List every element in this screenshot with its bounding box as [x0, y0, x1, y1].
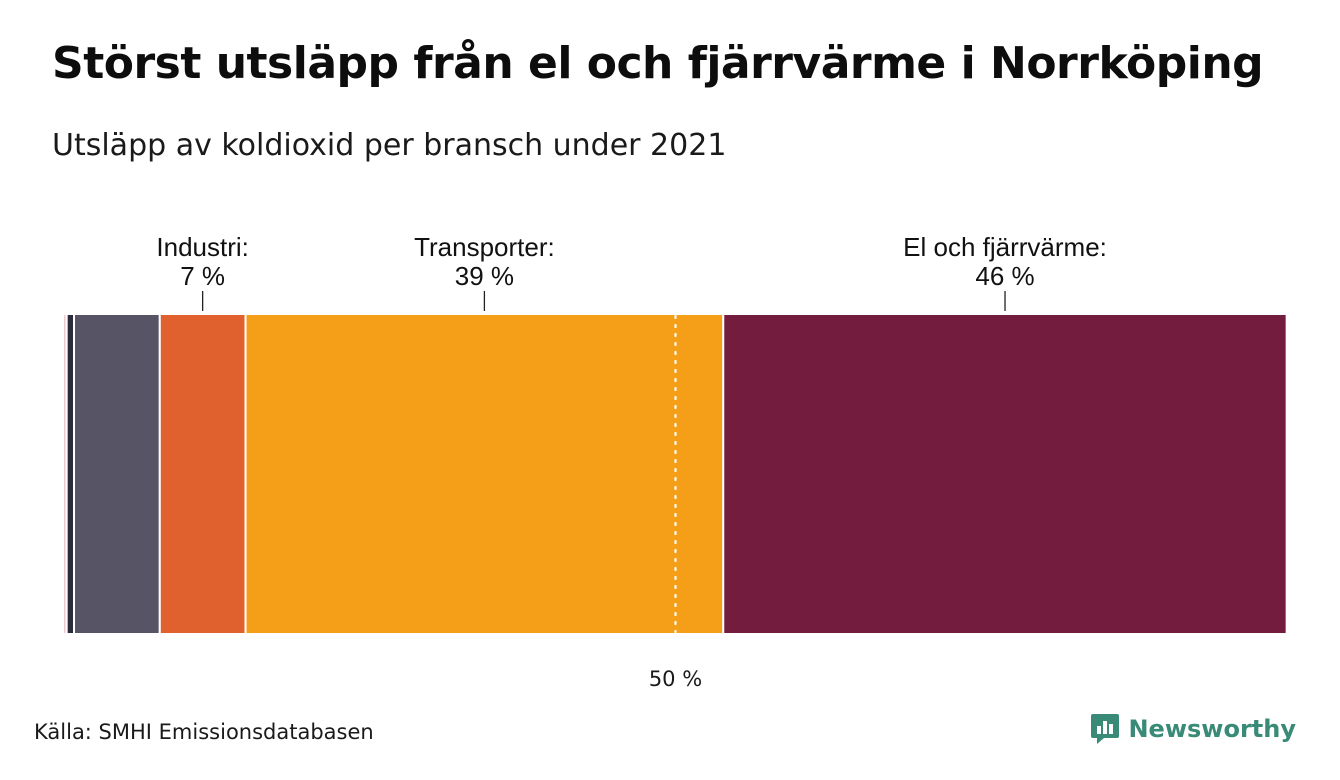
bar-segment-6 — [1285, 313, 1290, 635]
bar-segment-industri — [158, 313, 247, 635]
bar-segment-1 — [65, 313, 76, 635]
segment-value-label: 39 % — [455, 261, 514, 291]
segment-label: Transporter: — [414, 232, 555, 262]
segment-value-label: 46 % — [975, 261, 1034, 291]
brand-logo: Newsworthy — [1090, 712, 1296, 746]
segment-label: Industri: — [156, 232, 249, 262]
chart-title: Störst utsläpp från el och fjärrvärme i … — [52, 38, 1264, 89]
source-note: Källa: SMHI Emissionsdatabasen — [34, 720, 374, 744]
stacked-bar-chart: Industri:7 % Transporter:39 % El och fjärr… — [62, 232, 1290, 691]
bar-segment-transporter — [244, 313, 725, 635]
segment-label: El och fjärrvärme: — [903, 232, 1107, 262]
bar-segment-2 — [73, 313, 161, 635]
reference-line-label: 50 % — [649, 667, 702, 691]
segment-value-label: 7 % — [180, 261, 225, 291]
bar-segment-el-och-fjärrvärme — [722, 313, 1288, 635]
newsworthy-logo-icon — [1091, 714, 1120, 744]
brand-name: Newsworthy — [1128, 715, 1296, 743]
chart-subtitle: Utsläpp av koldioxid per bransch under 2… — [52, 128, 727, 163]
